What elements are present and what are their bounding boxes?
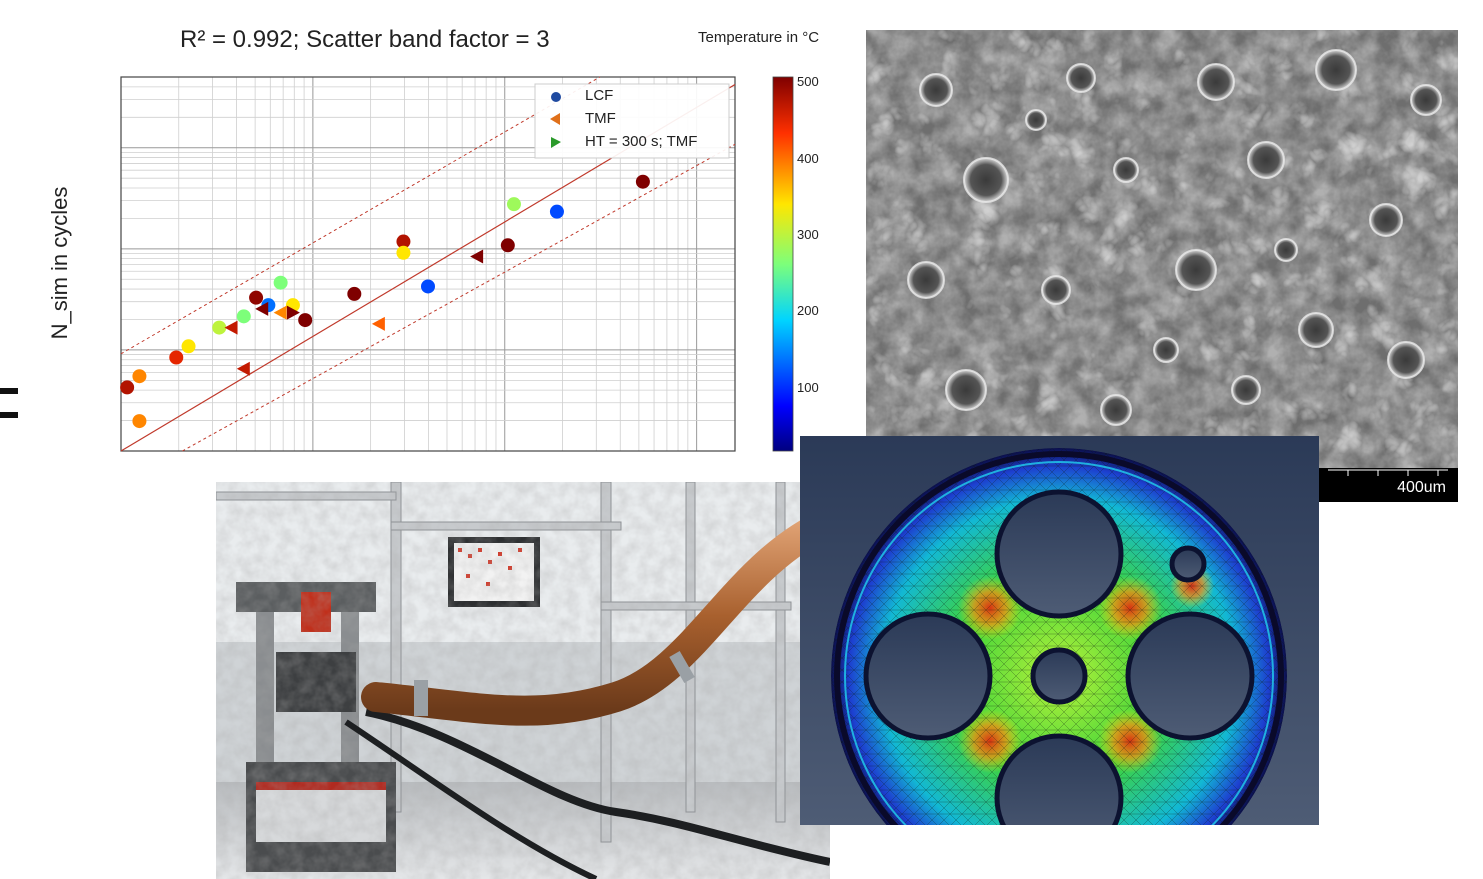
- chart-title: R² = 0.992; Scatter band factor = 3: [180, 26, 550, 53]
- sem-pore: [963, 157, 1009, 203]
- legend: [534, 83, 730, 159]
- data-point-circle-2: [132, 414, 147, 429]
- sem-pore: [1025, 109, 1047, 131]
- data-point-circle-18: [549, 204, 564, 219]
- sem-pore: [1410, 84, 1442, 116]
- data-point-circle-4: [181, 339, 196, 354]
- data-point-circle-15: [421, 279, 435, 294]
- plot-frame: [120, 76, 736, 452]
- data-point-circle-16: [506, 197, 521, 212]
- legend-entry-tmf: TMF: [585, 110, 616, 127]
- sem-pore: [1231, 375, 1261, 405]
- sem-pore: [1274, 238, 1298, 262]
- data-point-triangle-left-1: [236, 361, 250, 376]
- data-point-circle-9: [273, 275, 288, 290]
- fem-stress-contour: [800, 436, 1319, 825]
- sem-pore: [907, 261, 945, 299]
- colorbar-title: Temperature in °C: [698, 29, 820, 46]
- sem-pore: [1247, 141, 1285, 179]
- data-point-circle-7: [249, 290, 264, 305]
- data-point-circle-11: [298, 313, 313, 328]
- data-point-circle-1: [132, 369, 147, 384]
- cropped-letter-glyph: [0, 388, 18, 418]
- data-point-circle-13: [396, 234, 411, 249]
- colorbar-tick-500: 500: [797, 74, 819, 89]
- test-rig-photo: [216, 482, 830, 879]
- data-point-triangle-left-4: [371, 316, 385, 331]
- legend-entry-lcf: LCF: [585, 87, 614, 104]
- data-point-triangle-left-3: [273, 305, 287, 320]
- legend-ht-marker: [551, 137, 561, 148]
- scale-bar: 400um: [1318, 468, 1458, 502]
- sem-pore: [1113, 157, 1139, 183]
- sem-pore: [1175, 249, 1217, 291]
- data-point-circle-5: [212, 320, 227, 335]
- legend-entry-ht: HT = 300 s; TMF: [585, 133, 698, 150]
- data-point-triangle-left-2: [255, 301, 269, 316]
- colorbar: [772, 76, 794, 452]
- colorbar-tick-300: 300: [797, 227, 819, 242]
- colorbar-tick-400: 400: [797, 151, 819, 166]
- data-point-circle-12: [347, 286, 362, 301]
- colorbar-tick-100: 100: [797, 380, 819, 395]
- sem-pore: [1298, 312, 1334, 348]
- legend-lcf-marker: [551, 92, 561, 102]
- sem-fracture-image: [866, 30, 1458, 468]
- data-point-circle-0: [120, 380, 135, 395]
- lower-band-line: [182, 143, 736, 452]
- sem-pore: [945, 369, 987, 411]
- data-point-circle-14: [396, 245, 411, 260]
- scatter-plot: [120, 76, 794, 452]
- sem-pore: [919, 73, 953, 107]
- sem-pore: [1100, 394, 1132, 426]
- colorbar-tick-200: 200: [797, 303, 819, 318]
- sem-pore: [1066, 63, 1096, 93]
- sem-pore: [1197, 63, 1235, 101]
- data-point-circle-19: [635, 174, 650, 189]
- data-point-circle-17: [500, 238, 515, 253]
- data-point-triangle-left-0: [224, 320, 238, 335]
- upper-band-line: [120, 76, 601, 355]
- data-point-triangle-left-5: [470, 249, 484, 264]
- data-point-circle-3: [169, 350, 184, 365]
- sem-pore: [1369, 203, 1403, 237]
- sem-pore: [1153, 337, 1179, 363]
- sem-pore: [1387, 341, 1425, 379]
- scale-bar-label: 400um: [1397, 479, 1446, 496]
- sem-pore: [1041, 275, 1071, 305]
- data-point-circle-6: [236, 309, 251, 324]
- legend-tmf-marker: [550, 113, 560, 125]
- sem-pore: [1315, 49, 1357, 91]
- data-marks: [120, 174, 650, 429]
- data-point-triangle-right-0: [286, 305, 300, 320]
